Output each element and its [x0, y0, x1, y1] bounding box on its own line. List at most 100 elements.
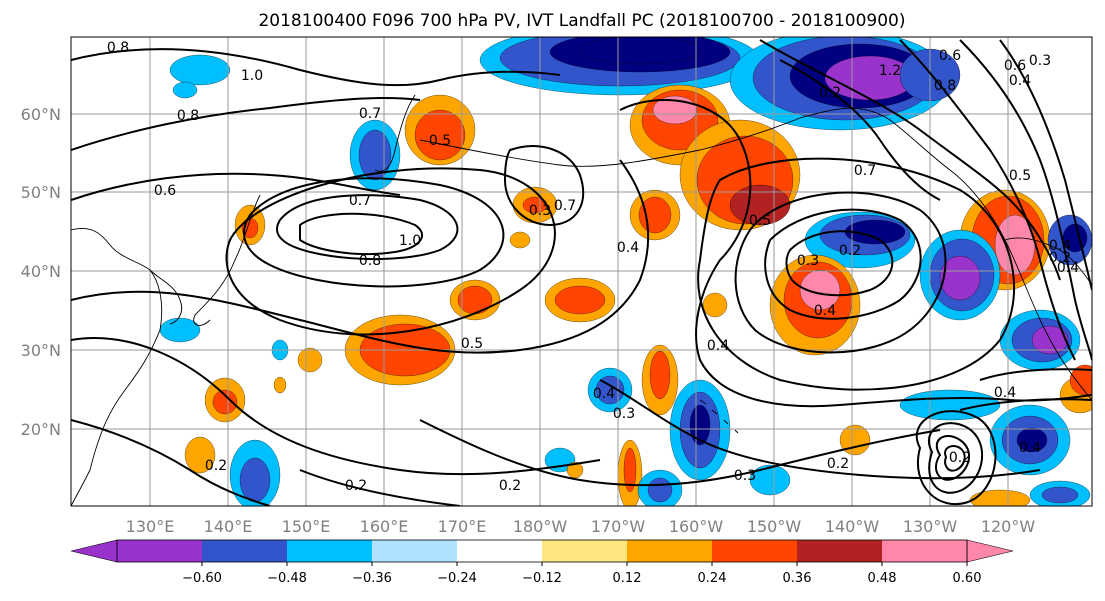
colorbar-tick-label: −0.36: [352, 571, 392, 586]
contour-value-label: 0.3: [734, 468, 756, 484]
contour-value-label: 0.6: [154, 183, 176, 199]
longitude-label: 170°W: [591, 517, 646, 536]
contour-line: [503, 145, 585, 227]
pv-anomaly-patch: [509, 231, 531, 249]
colorbar-tick-label: 0.60: [953, 571, 982, 586]
pv-anomaly-patch: [169, 54, 231, 86]
latitude-labels: 60°N 50°N 40°N 30°N 20°N: [21, 105, 61, 439]
contour-line: [928, 422, 984, 494]
contour-value-label: 0.4: [1019, 440, 1041, 456]
longitude-label: 160°W: [669, 517, 724, 536]
colorbar-segment: [372, 540, 457, 562]
colorbar-tick-label: −0.60: [182, 571, 222, 586]
colorbar: [70, 539, 1014, 563]
pv-anomaly-patch: [939, 255, 981, 301]
contour-value-label: 0.2: [839, 243, 861, 259]
graticule: [71, 37, 1092, 506]
contour-value-label: 0.7: [554, 198, 576, 214]
colorbar-segment: [202, 540, 287, 562]
contour-line: [935, 435, 970, 481]
contour-value-label: 0.3: [797, 253, 819, 269]
hawaii-islands: [699, 399, 739, 434]
contour-line: [779, 59, 941, 201]
contour-value-label: 0.6: [939, 48, 961, 64]
pv-anomaly-patch: [969, 489, 1031, 506]
contour-value-label: 0.4: [1009, 73, 1031, 89]
map-frame: [70, 36, 1093, 507]
pv-anomaly-patch: [566, 461, 584, 479]
longitude-label: 140°E: [204, 517, 253, 536]
colorbar-segment: [457, 540, 542, 562]
contour-line: [599, 379, 1041, 480]
colorbar-segment: [882, 540, 967, 562]
longitude-label: 160°E: [360, 517, 409, 536]
longitude-label: 130°E: [126, 517, 175, 536]
pv-anomaly-patch: [297, 347, 323, 373]
alaska-coastline: [799, 107, 1092, 401]
contour-line: [979, 368, 1092, 381]
pv-anomaly-patch: [638, 196, 672, 234]
colorbar-tick-label: −0.12: [522, 571, 562, 586]
contour-line: [276, 194, 459, 261]
longitude-label: 150°E: [282, 517, 331, 536]
colorbar-tick-label: 0.36: [783, 571, 812, 586]
contour-line: [71, 97, 421, 151]
pv-anomaly-patch: [729, 184, 791, 226]
colorbar-tick-label: 0.24: [698, 571, 727, 586]
contour-line: [71, 419, 271, 506]
pv-anomaly-patch: [554, 285, 606, 315]
pv-anomaly-patch: [579, 37, 701, 65]
contour-value-label: 1.0: [399, 233, 421, 249]
colorbar-tick-label: −0.24: [437, 571, 477, 586]
colorbar-segment: [797, 540, 882, 562]
north-america-coastline: [1004, 237, 1092, 286]
coastlines: [71, 94, 1092, 506]
figure-title: 2018100400 F096 700 hPa PV, IVT Landfall…: [258, 11, 905, 31]
longitude-labels: 130°E 140°E 150°E 160°E 170°E 180°W 170°W 160°W…: [126, 517, 1036, 536]
contour-line: [71, 172, 401, 201]
colorbar-extend-high: [966, 539, 1014, 563]
colorbar-segment: [712, 540, 797, 562]
pv-anomaly-patch: [702, 292, 728, 318]
longitude-label: 130°W: [903, 517, 958, 536]
contour-value-label: 0.2: [949, 450, 971, 466]
contour-value-label: 0.4: [814, 303, 836, 319]
contour-value-label: 0.6: [1004, 58, 1026, 74]
contour-line: [619, 99, 1092, 408]
pv-anomaly-patch: [839, 424, 871, 456]
colorbar-segment: [287, 540, 372, 562]
pv-anomaly-patch: [689, 404, 711, 446]
contour-value-label: 0.5: [461, 336, 483, 352]
colorbar-segment: [542, 540, 627, 562]
contour-value-label: 0.8: [177, 108, 199, 124]
contour-line: [959, 398, 1092, 411]
latitude-label: 30°N: [21, 341, 61, 360]
contour-line: [759, 39, 1061, 281]
longitude-label: 150°W: [747, 517, 802, 536]
pv-anomaly-patch: [595, 375, 625, 405]
contour-line: [225, 167, 556, 336]
contour-value-label: 0.8: [107, 40, 129, 56]
contour-line: [71, 159, 650, 354]
pv-anomaly-patch: [749, 464, 791, 496]
contour-value-label: 0.7: [854, 163, 876, 179]
contour-value-label: 0.7: [359, 106, 381, 122]
pv-anomaly-patch: [623, 447, 637, 493]
contour-value-label: 0.4: [1049, 238, 1071, 254]
pv-anomaly-patch: [457, 285, 493, 315]
contour-line: [299, 212, 423, 256]
kamchatka-coastline: [374, 94, 416, 172]
contour-value-label: 1.2: [879, 63, 901, 79]
colorbar-tick-label: −0.48: [267, 571, 307, 586]
contour-labels: 0.8 1.0 0.7 0.6 0.5 0.8 0.6 0.7 1.0 0.8 0.7 0.4 0.5 0…: [107, 40, 1079, 494]
colorbar-extend-low: [70, 539, 118, 563]
contour-value-label: 0.8: [934, 78, 956, 94]
contour-value-label: 0.2: [345, 478, 367, 494]
colorbar-segment: [117, 540, 202, 562]
contour-value-label: 0.4: [707, 338, 729, 354]
pv-anomaly-patch: [273, 376, 287, 394]
contour-value-label: 0.8: [359, 253, 381, 269]
pv-anomaly-patch: [212, 389, 238, 415]
longitude-label: 120°W: [981, 517, 1036, 536]
